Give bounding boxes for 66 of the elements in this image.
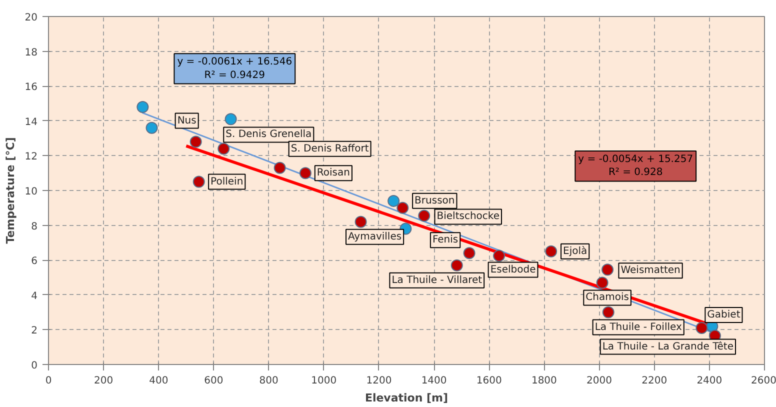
annotation: Nus (177, 115, 196, 126)
annotation: La Thuile - Foillex (594, 322, 682, 333)
y-tick-label: 2 (31, 326, 38, 337)
point (190, 136, 202, 148)
y-tick-label: 4 (31, 290, 38, 302)
annotation: Fenis (432, 234, 458, 246)
x-tick-label: 2400 (696, 376, 722, 386)
annotation: Bieltschocke (436, 211, 500, 222)
x-tick-label: 1000 (311, 376, 337, 386)
x-tick-label: 1600 (476, 376, 502, 386)
annotation: La Thuile - La Grande Tête (602, 341, 734, 352)
y-tick-label: 8 (31, 221, 38, 232)
point (493, 250, 506, 262)
point (463, 247, 476, 260)
annotation: y = -0.0054x + 15.257 R² = 0.928 (578, 154, 694, 178)
y-tick-label: 10 (24, 186, 38, 198)
y-tick-label: 18 (24, 47, 38, 58)
point (136, 100, 149, 113)
x-tick-label: 800 (259, 376, 278, 386)
point (545, 245, 558, 258)
annotation: Chamois (586, 292, 629, 304)
point (146, 122, 158, 134)
annotation: Pollein (210, 176, 244, 188)
point (218, 142, 230, 155)
y-tick-label: 16 (24, 82, 38, 94)
x-tick-label: 1800 (531, 376, 557, 386)
point (224, 113, 237, 126)
y-tick-label: 14 (24, 116, 38, 128)
y-tick-label: 0 (31, 360, 38, 372)
annotation: Aymavilles (348, 231, 402, 242)
point (192, 176, 205, 188)
x-tick-label: 2000 (586, 376, 612, 386)
annotation: y = -0.0061x + 16.546 R² = 0.9429 (177, 56, 292, 81)
point (274, 162, 286, 174)
point (596, 276, 608, 289)
x-tick-label: 400 (149, 376, 168, 386)
x-tick-label: 1200 (366, 376, 392, 386)
point (388, 194, 400, 207)
annotation: La Thuile - Villaret (392, 274, 482, 286)
x-tick-label: 1400 (421, 376, 447, 386)
point (418, 210, 430, 222)
y-tick-label: 12 (24, 152, 38, 163)
y-tick-label: 20 (24, 12, 38, 24)
point (396, 202, 409, 214)
annotation: Weismatten (620, 265, 680, 276)
x-tick-label: 600 (204, 376, 224, 386)
annotation: Roisan (316, 168, 350, 179)
x-tick-label: 200 (94, 376, 114, 386)
annotation: S. Denis Grenella (226, 129, 312, 140)
y-tick-label: 6 (31, 256, 38, 268)
annotation: Brusson (414, 195, 455, 206)
x-tick-label: 2200 (642, 376, 668, 386)
point (450, 259, 463, 272)
point (602, 306, 614, 318)
annotation: Ejolà (563, 246, 588, 257)
point (696, 322, 708, 334)
point (299, 167, 312, 180)
annotation: S. Denis Raffort (290, 143, 369, 154)
annotation: Gabiet (707, 309, 740, 320)
annotation: Eselbode (490, 264, 536, 276)
point (354, 216, 367, 228)
x-tick-label: 2600 (751, 376, 776, 386)
x-tick-label: 0 (45, 376, 52, 386)
y-axis-title: Temperature [°C] (4, 137, 17, 244)
x-axis-title: Elevation [m] (364, 392, 448, 404)
point (602, 264, 614, 276)
